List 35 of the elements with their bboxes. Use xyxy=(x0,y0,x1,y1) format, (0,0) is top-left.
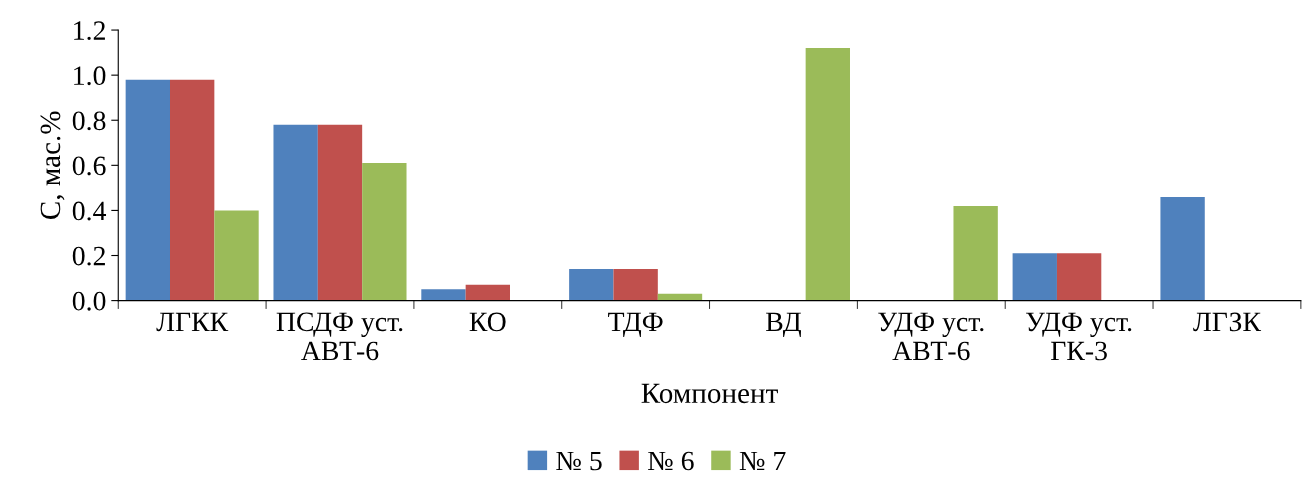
x-tick-label: ТДФ xyxy=(608,312,663,337)
bar xyxy=(613,269,658,301)
x-tick-label: ЛГКК xyxy=(156,312,229,332)
bar xyxy=(1056,253,1102,301)
bar xyxy=(317,124,363,301)
bar xyxy=(273,124,318,301)
x-tick-label: ВД xyxy=(766,312,802,337)
x-tick-label: ЛГЗК xyxy=(1193,312,1262,332)
y-tick-label: 1.0 xyxy=(74,66,106,86)
legend-label: № 5 xyxy=(556,451,602,471)
x-axis-title: Компонент xyxy=(641,383,778,404)
bar xyxy=(1012,253,1057,301)
legend-label: № 6 xyxy=(648,451,694,471)
bar xyxy=(953,205,998,301)
bar xyxy=(805,48,850,301)
y-tick-label: 0.4 xyxy=(72,201,107,221)
bar xyxy=(569,269,614,301)
bar xyxy=(362,163,407,301)
bar xyxy=(1160,196,1205,301)
y-axis-title: С, мас.% xyxy=(40,111,65,220)
x-tick-label: КО xyxy=(469,312,506,332)
bar xyxy=(170,79,215,301)
y-tick-label: 0.6 xyxy=(72,156,106,176)
y-tick-label: 1.2 xyxy=(74,21,105,41)
y-tick-label: 0.8 xyxy=(72,111,106,131)
bar xyxy=(465,284,510,301)
bar xyxy=(421,289,466,301)
x-tick-label: УДФ уст. ГК-3 xyxy=(1026,312,1132,361)
bar xyxy=(214,210,259,301)
y-tick-label: 0.0 xyxy=(72,291,106,311)
x-tick-label: ПСДФ уст. АВТ-6 xyxy=(276,312,403,361)
x-tick-label: УДФ уст. АВТ-6 xyxy=(878,312,984,361)
bar xyxy=(125,79,170,301)
y-tick-label: 0.2 xyxy=(72,246,105,266)
legend-label: № 7 xyxy=(739,451,786,471)
